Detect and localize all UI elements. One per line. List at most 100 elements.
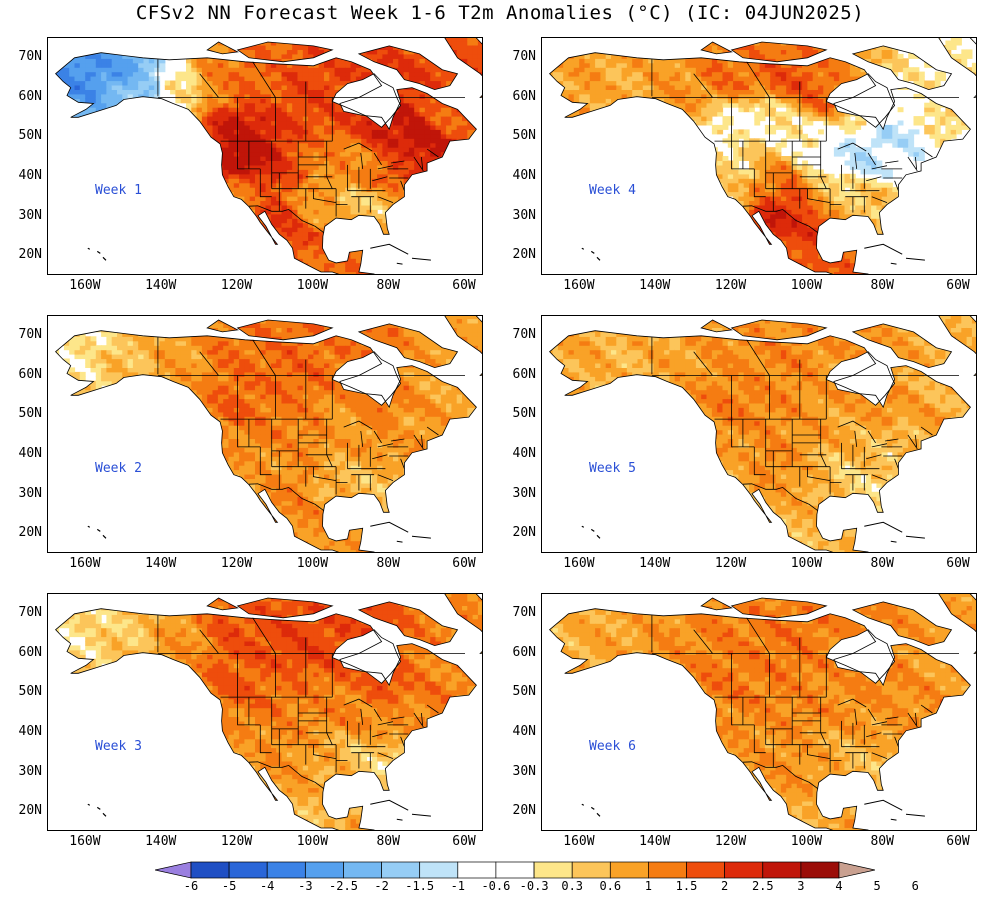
political-boundaries bbox=[651, 615, 959, 790]
coastline bbox=[55, 316, 482, 552]
colorbar-tick-label: -5 bbox=[209, 879, 249, 893]
lat-tick-label: 30N bbox=[500, 208, 536, 223]
lon-tick-label: 160W bbox=[60, 278, 110, 293]
lon-tick-label: 80W bbox=[363, 278, 413, 293]
lon-tick-label: 60W bbox=[439, 278, 489, 293]
colorbar-box bbox=[762, 861, 802, 879]
caribbean-islands bbox=[864, 799, 925, 821]
colorbar-box bbox=[571, 861, 611, 879]
caribbean-islands bbox=[370, 799, 431, 821]
hudson-bay bbox=[331, 73, 402, 128]
coastline bbox=[549, 38, 976, 274]
coastline bbox=[549, 594, 976, 830]
lat-tick-label: 50N bbox=[500, 684, 536, 699]
lat-tick-label: 60N bbox=[6, 367, 42, 382]
lon-tick-label: 160W bbox=[554, 556, 604, 571]
coastline bbox=[55, 38, 482, 274]
great-lakes bbox=[837, 698, 899, 726]
lon-tick-label: 140W bbox=[630, 556, 680, 571]
lat-tick-label: 30N bbox=[6, 764, 42, 779]
lat-tick-label: 20N bbox=[500, 247, 536, 262]
lon-tick-label: 80W bbox=[857, 278, 907, 293]
colorbar-tick-label: 4 bbox=[819, 879, 859, 893]
lat-tick-label: 30N bbox=[500, 486, 536, 501]
lon-tick-label: 140W bbox=[136, 278, 186, 293]
lat-tick-label: 60N bbox=[500, 645, 536, 660]
hawaii-islands bbox=[87, 803, 107, 817]
lon-tick-label: 120W bbox=[706, 278, 756, 293]
colorbar-box bbox=[724, 861, 764, 879]
lat-tick-label: 60N bbox=[500, 89, 536, 104]
great-lakes bbox=[343, 698, 405, 726]
lon-tick-label: 100W bbox=[781, 556, 831, 571]
lon-tick-label: 100W bbox=[781, 834, 831, 849]
colorbar-tick-label: 1.5 bbox=[667, 879, 707, 893]
lon-tick-label: 160W bbox=[554, 834, 604, 849]
colorbar-tick-label: 3 bbox=[781, 879, 821, 893]
lat-tick-label: 40N bbox=[500, 724, 536, 739]
hawaii-islands bbox=[87, 525, 107, 539]
anomaly-field bbox=[55, 594, 482, 830]
anomaly-map bbox=[549, 316, 976, 552]
anomaly-map bbox=[55, 316, 482, 552]
caribbean-islands bbox=[864, 243, 925, 265]
colorbar-tick-label: 6 bbox=[895, 879, 935, 893]
lon-tick-label: 140W bbox=[630, 278, 680, 293]
hudson-bay bbox=[825, 629, 896, 684]
hudson-bay bbox=[825, 73, 896, 128]
lat-tick-label: 30N bbox=[6, 486, 42, 501]
caribbean-islands bbox=[370, 243, 431, 265]
lon-tick-label: 120W bbox=[212, 278, 262, 293]
lon-tick-label: 160W bbox=[554, 278, 604, 293]
colorbar-box bbox=[381, 861, 421, 879]
lat-tick-label: 60N bbox=[6, 645, 42, 660]
colorbar-low-arrow bbox=[155, 861, 192, 879]
anomaly-map bbox=[549, 594, 976, 830]
hawaii-islands bbox=[581, 803, 601, 817]
lon-tick-label: 80W bbox=[857, 834, 907, 849]
colorbar-box bbox=[495, 861, 535, 879]
lon-tick-label: 60W bbox=[439, 556, 489, 571]
lat-tick-label: 60N bbox=[500, 367, 536, 382]
colorbar-box bbox=[457, 861, 497, 879]
lon-tick-label: 80W bbox=[857, 556, 907, 571]
great-lakes bbox=[343, 142, 405, 170]
colorbar-box bbox=[533, 861, 573, 879]
colorbar-tick-label: -2.5 bbox=[324, 879, 364, 893]
colorbar-tick-label: 0.3 bbox=[552, 879, 592, 893]
anomaly-map bbox=[55, 38, 482, 274]
great-lakes bbox=[343, 420, 405, 448]
hawaii-islands bbox=[581, 247, 601, 261]
colorbar-tick-label: -0.6 bbox=[476, 879, 516, 893]
week-label: Week 2 bbox=[95, 461, 142, 476]
political-boundaries bbox=[157, 59, 465, 234]
lon-tick-label: 60W bbox=[933, 834, 983, 849]
caribbean-islands bbox=[864, 521, 925, 543]
week-label: Week 5 bbox=[589, 461, 636, 476]
colorbar-box bbox=[228, 861, 268, 879]
colorbar-box bbox=[419, 861, 459, 879]
figure-title: CFSv2 NN Forecast Week 1-6 T2m Anomalies… bbox=[0, 2, 1000, 24]
lon-tick-label: 100W bbox=[781, 278, 831, 293]
lat-tick-label: 20N bbox=[500, 803, 536, 818]
lat-tick-label: 40N bbox=[500, 446, 536, 461]
lat-tick-label: 20N bbox=[6, 803, 42, 818]
lon-tick-label: 60W bbox=[933, 556, 983, 571]
anomaly-map bbox=[55, 594, 482, 830]
lat-tick-label: 70N bbox=[6, 49, 42, 64]
colorbar-high-arrow bbox=[838, 861, 875, 879]
lon-tick-label: 160W bbox=[60, 556, 110, 571]
colorbar-box bbox=[266, 861, 306, 879]
colorbar-tick-label: -2 bbox=[362, 879, 402, 893]
lat-tick-label: 70N bbox=[6, 605, 42, 620]
lon-tick-label: 60W bbox=[933, 278, 983, 293]
week-label: Week 3 bbox=[95, 739, 142, 754]
week-label: Week 1 bbox=[95, 183, 142, 198]
colorbar-tick-label: -4 bbox=[247, 879, 287, 893]
map-frame: Week 3 bbox=[47, 593, 483, 831]
lon-tick-label: 100W bbox=[287, 556, 337, 571]
lon-tick-label: 120W bbox=[212, 834, 262, 849]
lon-tick-label: 140W bbox=[136, 556, 186, 571]
colorbar-tick-label: 2.5 bbox=[743, 879, 783, 893]
anomaly-field bbox=[55, 38, 482, 274]
